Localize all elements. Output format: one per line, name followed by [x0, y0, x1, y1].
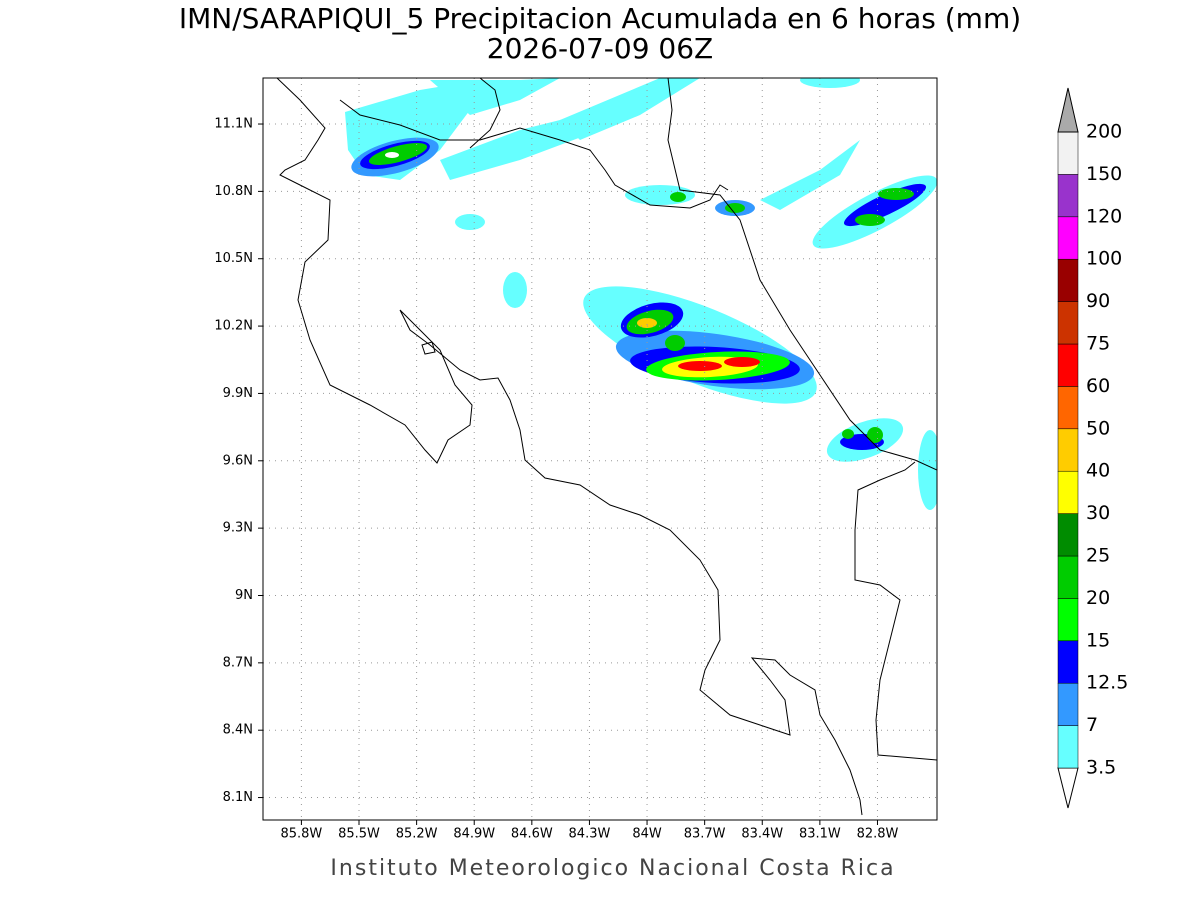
x-tick-label: 83.1W: [799, 827, 841, 842]
x-tick-label: 84.3W: [569, 827, 611, 842]
colorbar-bin: [1057, 258, 1079, 302]
colorbar-label: 30: [1086, 502, 1110, 524]
map-frame: [262, 77, 938, 821]
map-subtitle: 2026-07-09 06Z: [487, 32, 713, 65]
colorbar-bin: [1057, 555, 1079, 599]
colorbar-bin: [1057, 386, 1079, 430]
y-tick-label: 11.1N: [214, 117, 253, 132]
x-tick-label: 85.8W: [280, 827, 322, 842]
y-tick-label: 10.8N: [214, 184, 253, 199]
colorbar-label: 200: [1086, 121, 1122, 143]
x-tick-label: 84W: [632, 827, 662, 842]
colorbar-bin: [1057, 513, 1079, 557]
colorbar-bin: [1057, 174, 1079, 218]
colorbar-label: 7: [1086, 714, 1098, 736]
colorbar-label: 12.5: [1086, 672, 1128, 694]
colorbar-label: 75: [1086, 333, 1110, 355]
colorbar-bin: [1057, 216, 1079, 260]
colorbar-bin: [1057, 428, 1079, 472]
y-tick-label: 9.3N: [223, 521, 253, 536]
colorbar-bin: [1057, 131, 1079, 175]
y-tick-label: 8.4N: [223, 723, 253, 738]
colorbar-under: [1057, 767, 1079, 809]
colorbar-label: 40: [1086, 460, 1110, 482]
colorbar-bin: [1057, 682, 1079, 726]
x-tick-label: 84.6W: [511, 827, 553, 842]
colorbar-label: 15: [1086, 629, 1110, 651]
y-tick-label: 9.9N: [223, 386, 253, 401]
colorbar-bin: [1057, 470, 1079, 514]
coastlines: [276, 78, 937, 816]
colorbar-label: 25: [1086, 545, 1110, 567]
colorbar-over: [1057, 87, 1079, 133]
colorbar-label: 3.5: [1086, 757, 1116, 779]
colorbar-bin: [1057, 301, 1079, 345]
colorbar-label: 90: [1086, 290, 1110, 312]
colorbar-label: 150: [1086, 163, 1122, 185]
colorbar-label: 50: [1086, 417, 1110, 439]
colorbar-bin: [1057, 343, 1079, 387]
colorbar-label: 20: [1086, 587, 1110, 609]
colorbar-bin: [1057, 725, 1079, 769]
y-tick-label: 10.2N: [214, 319, 253, 334]
colorbar-bin: [1057, 598, 1079, 642]
x-tick-label: 85.5W: [338, 827, 380, 842]
x-tick-label: 85.2W: [396, 827, 438, 842]
y-tick-label: 10.5N: [214, 251, 253, 266]
y-tick-label: 9N: [235, 588, 253, 603]
y-tick-label: 8.7N: [223, 655, 253, 670]
y-tick-label: 8.1N: [223, 790, 253, 805]
precipitation-field: [345, 78, 937, 510]
y-tick-label: 9.6N: [223, 453, 253, 468]
colorbar-label: 100: [1086, 248, 1122, 270]
colorbar-label: 60: [1086, 375, 1110, 397]
x-tick-label: 82.8W: [857, 827, 899, 842]
x-tick-label: 83.4W: [741, 827, 783, 842]
footer-credit: Instituto Meteorologico Nacional Costa R…: [330, 856, 895, 881]
x-tick-label: 83.7W: [684, 827, 726, 842]
colorbar-bin: [1057, 640, 1079, 684]
map-title: IMN/SARAPIQUI_5 Precipitacion Acumulada …: [179, 2, 1021, 35]
x-tick-label: 84.9W: [453, 827, 495, 842]
colorbar-label: 120: [1086, 205, 1122, 227]
